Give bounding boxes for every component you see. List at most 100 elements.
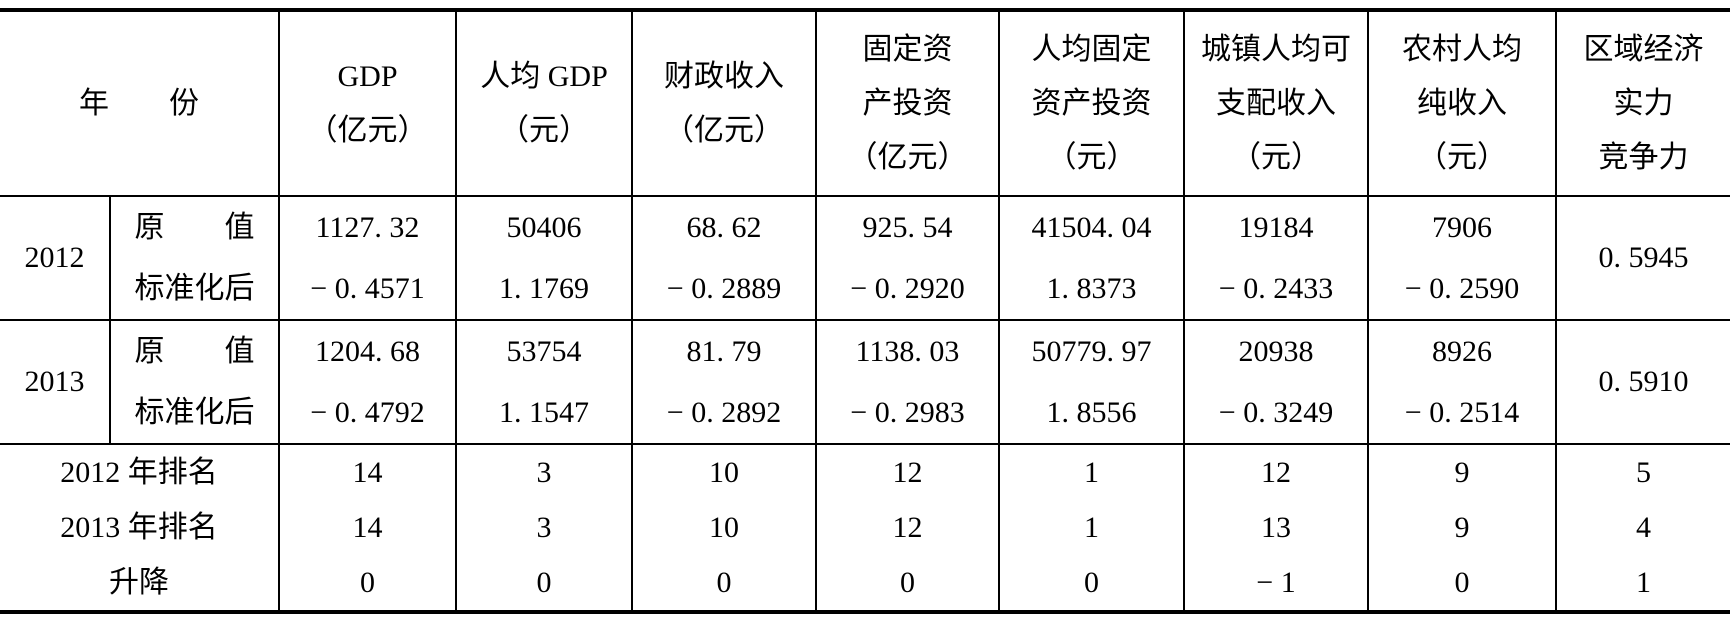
value-cell: 8926 — [1367, 319, 1556, 382]
rank-cell: 14 — [278, 500, 456, 556]
value-cell: − 0. 2892 — [631, 382, 816, 444]
row-label-cell: 原 值 — [109, 195, 279, 258]
value-cell: 50406 — [455, 195, 632, 258]
rank-cell: 1 — [998, 443, 1184, 500]
rank-cell: 9 — [1367, 500, 1556, 556]
value-cell: 1. 1769 — [455, 258, 632, 320]
header-line: （元） — [1046, 140, 1137, 174]
row-label-cell: 标准化后 — [109, 258, 279, 320]
change-cell: 0 — [815, 556, 999, 612]
row-rank-change: 升降 0 0 0 0 0 − 1 0 1 — [0, 556, 1730, 612]
value-cell: − 0. 2590 — [1367, 258, 1556, 320]
header-fixed-investment-cell: 固定资 产投资 （亿元） — [815, 10, 999, 197]
economic-indicators-table: 年 份 GDP （亿元） 人均 GDP （元） 财政收入 （亿元） 固定资 产投… — [0, 8, 1730, 614]
value-cell: 1. 8373 — [998, 258, 1184, 320]
value-cell: 81. 79 — [631, 319, 816, 382]
value-cell: 1. 1547 — [455, 382, 632, 444]
rank-cell: 14 — [278, 443, 456, 500]
value-cell: 20938 — [1183, 319, 1368, 382]
row-label-cell: 原 值 — [109, 319, 279, 382]
change-cell: 0 — [1367, 556, 1556, 612]
value-cell: − 0. 2920 — [815, 258, 999, 320]
value-cell: − 0. 2433 — [1183, 258, 1368, 320]
rank-row-label: 升降 — [109, 566, 169, 599]
header-gdp-cell: GDP （亿元） — [278, 10, 456, 197]
row-rank-2012: 2012 年排名 14 3 10 12 1 12 9 5 — [0, 443, 1730, 500]
value-cell: 1. 8556 — [998, 382, 1184, 444]
rank-cell: 12 — [815, 443, 999, 500]
value-cell: 53754 — [455, 319, 632, 382]
rank-row-label: 2013 年排名 — [60, 511, 218, 544]
header-line: 人均固定 — [1031, 32, 1152, 66]
header-line: 区域经济 — [1583, 32, 1704, 66]
row-2013-original: 2013 原 值 1204. 68 53754 81. 79 1138. 03 … — [0, 319, 1730, 444]
row-rank-2013: 2013 年排名 14 3 10 12 1 13 9 4 — [0, 500, 1730, 556]
header-regional-competitiveness-cell: 区域经济 实力 竞争力 — [1555, 10, 1730, 197]
value-cell: − 0. 3249 — [1183, 382, 1368, 444]
header-gdp-per-capita-cell: 人均 GDP （元） — [455, 10, 632, 197]
rank-cell: 12 — [815, 500, 999, 556]
rank-cell: 10 — [631, 443, 816, 500]
header-line: （亿元） — [664, 113, 784, 147]
header-rural-income-cell: 农村人均 纯收入 （元） — [1367, 10, 1556, 197]
rank-row-label: 2012 年排名 — [0, 443, 279, 500]
change-cell: 0 — [998, 556, 1184, 612]
header-line: 产投资 — [862, 86, 953, 120]
row-2012-standardized: 标准化后 − 0. 4571 1. 1769 − 0. 2889 − 0. 29… — [0, 258, 1730, 320]
header-line: 农村人均 — [1402, 32, 1522, 66]
change-cell: − 1 — [1183, 556, 1368, 612]
header-fiscal-revenue-cell: 财政收入 （亿元） — [631, 10, 816, 197]
header-line: 纯收入 — [1417, 86, 1507, 120]
header-line: 竞争力 — [1598, 140, 1689, 174]
header-line: 实力 — [1613, 86, 1674, 120]
value-cell: − 0. 4792 — [278, 382, 456, 444]
value-cell: 925. 54 — [815, 195, 999, 258]
value-cell: 1138. 03 — [815, 319, 999, 382]
header-line: 财政收入 — [664, 59, 784, 93]
rank-cell: 1 — [998, 500, 1184, 556]
rank-cell: 9 — [1367, 443, 1556, 500]
value-cell: 1127. 32 — [278, 195, 456, 258]
header-line: （元） — [499, 113, 589, 147]
value-cell: 19184 — [1183, 195, 1368, 258]
rank-cell: 10 — [631, 500, 816, 556]
header-line: （元） — [1417, 140, 1507, 174]
value-cell: − 0. 4571 — [278, 258, 456, 320]
header-line: 支配收入 — [1216, 86, 1336, 120]
table-header-row: 年 份 GDP （亿元） 人均 GDP （元） 财政收入 （亿元） 固定资 产投… — [0, 10, 1730, 197]
change-cell: 0 — [278, 556, 456, 612]
composite-score-cell: 0. 5945 — [1555, 195, 1730, 320]
composite-score-cell: 0. 5910 — [1555, 319, 1730, 444]
row-2012-original: 2012 原 值 1127. 32 50406 68. 62 925. 54 4… — [0, 195, 1730, 320]
rank-cell: 5 — [1555, 443, 1730, 500]
row-label-cell: 标准化后 — [109, 382, 279, 444]
year-cell: 2012 — [0, 195, 110, 320]
header-line: GDP — [337, 59, 398, 93]
value-cell: 68. 62 — [631, 195, 816, 258]
value-cell: 50779. 97 — [998, 319, 1184, 382]
header-line: 人均 GDP — [480, 59, 608, 93]
change-cell: 0 — [455, 556, 632, 612]
value-cell: 1204. 68 — [278, 319, 456, 382]
year-cell: 2013 — [0, 319, 110, 444]
rank-cell: 3 — [455, 443, 632, 500]
header-line: （亿元） — [847, 140, 968, 174]
row-2013-standardized: 标准化后 − 0. 4792 1. 1547 − 0. 2892 − 0. 29… — [0, 382, 1730, 444]
header-line: 资产投资 — [1031, 86, 1152, 120]
header-urban-income-cell: 城镇人均可 支配收入 （元） — [1183, 10, 1368, 197]
rank-cell: 13 — [1183, 500, 1368, 556]
rank-cell: 12 — [1183, 443, 1368, 500]
change-cell: 1 — [1555, 556, 1730, 612]
header-line: （亿元） — [307, 113, 428, 147]
rank-cell: 4 — [1555, 500, 1730, 556]
value-cell: − 0. 2514 — [1367, 382, 1556, 444]
header-line: 城镇人均可 — [1201, 32, 1351, 66]
value-cell: 41504. 04 — [998, 195, 1184, 258]
header-year-cell: 年 份 — [0, 10, 279, 197]
header-line: （元） — [1231, 140, 1321, 174]
rank-cell: 3 — [455, 500, 632, 556]
value-cell: 7906 — [1367, 195, 1556, 258]
header-line: 固定资 — [862, 32, 953, 66]
header-fixed-investment-per-capita-cell: 人均固定 资产投资 （元） — [998, 10, 1184, 197]
